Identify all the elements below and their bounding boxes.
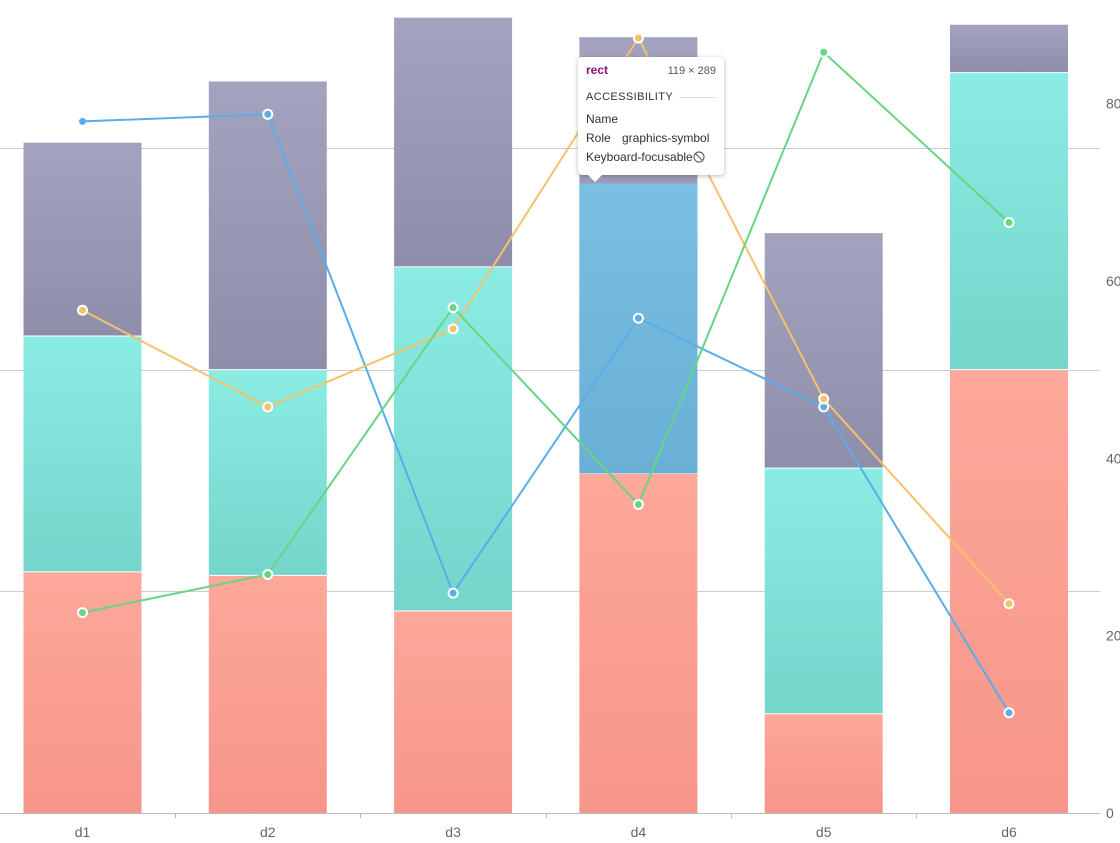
bar-segment-highlighted — [579, 183, 698, 474]
bar-segment — [23, 142, 142, 336]
data-point — [818, 46, 830, 58]
bar-segment — [579, 473, 698, 813]
tooltip-row-value: graphics-symbol — [622, 130, 710, 145]
data-point — [79, 117, 86, 125]
x-tick-label: d4 — [631, 824, 647, 840]
data-point — [77, 304, 88, 316]
tooltip-element-size: 119 × 289 — [667, 65, 716, 77]
bar-segment — [394, 610, 513, 813]
line-series — [82, 36, 1010, 714]
bars — [23, 17, 1068, 813]
x-tick-label: d3 — [445, 824, 461, 840]
data-point — [77, 607, 88, 619]
y-tick-label: 20 — [1106, 628, 1120, 644]
tooltip-row-role: Role graphics-symbol — [586, 128, 716, 147]
tooltip-section-label: ACCESSIBILITY — [586, 91, 674, 103]
y-tick-label: 0 — [1106, 805, 1114, 821]
tooltip-section-heading: ACCESSIBILITY — [586, 91, 716, 103]
axes: d1 d2 d3 d4 d5 d6 0 20 40 60 80 — [0, 96, 1120, 840]
data-point — [262, 401, 274, 413]
tooltip-row-keyboard-focusable: Keyboard-focusable — [586, 147, 716, 166]
data-point — [1003, 707, 1015, 719]
bar-segment — [394, 17, 513, 267]
y-tick-label: 60 — [1106, 273, 1120, 289]
gridlines — [0, 148, 1100, 592]
x-tick-label: d2 — [260, 824, 276, 840]
bar-segment — [950, 24, 1068, 73]
tooltip-element-tag: rect — [586, 63, 609, 77]
x-tick-label: d5 — [816, 824, 832, 840]
tooltip-row-key: Role — [586, 130, 611, 145]
tooltip-section-rule — [679, 96, 716, 98]
data-point — [1003, 598, 1015, 610]
bar-segment — [208, 575, 327, 813]
bar-segment — [208, 81, 327, 370]
tooltip-row-name: Name — [586, 109, 716, 128]
x-tick-label: d1 — [75, 824, 91, 840]
x-tick-label: d6 — [1001, 824, 1017, 840]
not-allowed-icon — [693, 150, 705, 163]
data-point — [447, 302, 459, 314]
bar-segment — [764, 468, 883, 714]
bar-segment — [208, 369, 327, 576]
bar-segment — [394, 266, 513, 611]
data-point — [262, 568, 274, 580]
data-point — [447, 323, 459, 335]
bar-segment — [23, 335, 142, 572]
series-line — [82, 113, 1010, 714]
data-point — [1003, 216, 1015, 228]
inspector-tooltip: rect 119 × 289 ACCESSIBILITY Name Role g… — [578, 57, 724, 182]
data-point — [632, 32, 644, 44]
series-line — [82, 50, 1010, 614]
bar-segment — [764, 233, 883, 469]
tooltip-row-key: Keyboard-focusable — [586, 149, 693, 164]
y-tick-label: 40 — [1106, 450, 1120, 466]
tooltip-row-key: Name — [586, 111, 619, 126]
y-tick-label: 80 — [1106, 96, 1120, 112]
data-point — [447, 587, 459, 599]
data-point — [262, 108, 274, 120]
data-point — [632, 312, 644, 324]
bar-segment — [950, 369, 1068, 813]
bar-segment — [764, 713, 883, 813]
series-line — [82, 36, 1010, 605]
data-point — [818, 393, 830, 405]
line-points — [77, 32, 1015, 719]
data-point — [632, 498, 644, 510]
